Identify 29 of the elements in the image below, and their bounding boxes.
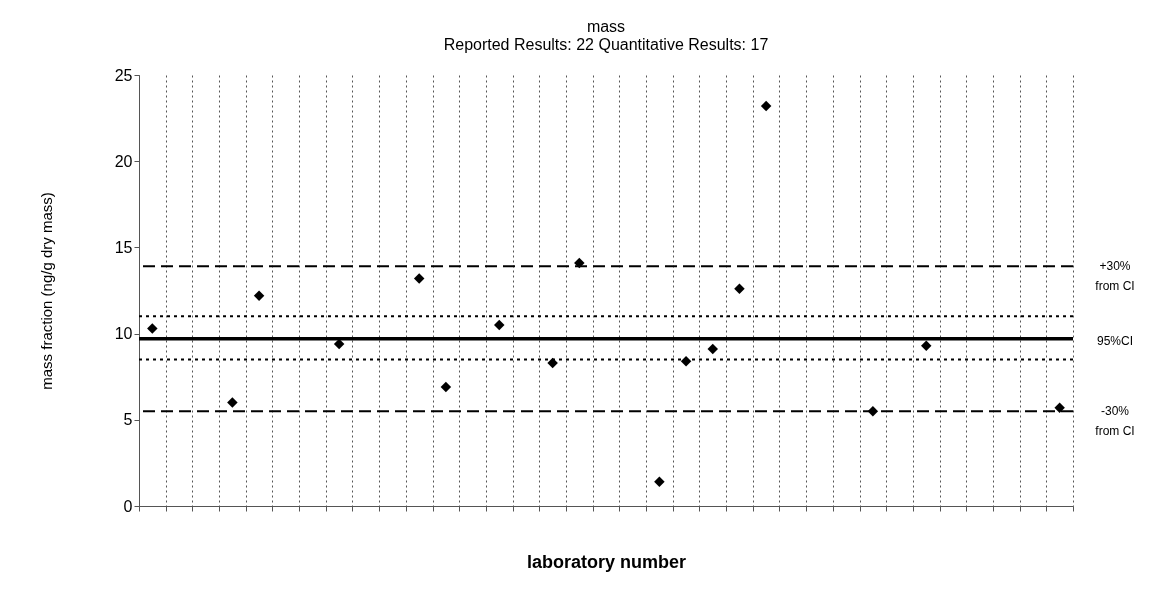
point <box>760 100 772 112</box>
point <box>147 323 158 334</box>
point <box>654 476 665 488</box>
point <box>1054 402 1065 413</box>
point <box>547 357 558 369</box>
y-tick-label: 10 <box>114 325 133 343</box>
y-tick-label: 15 <box>114 238 133 256</box>
point <box>707 343 718 355</box>
y-tick-label: 5 <box>123 411 133 429</box>
point <box>920 340 932 351</box>
point <box>680 355 692 367</box>
point <box>440 381 452 393</box>
point <box>413 273 425 284</box>
x-axis-title: laboratory number <box>526 551 687 572</box>
ref-line-label: -30% from CI <box>1095 404 1135 439</box>
y-tick-label: 25 <box>114 66 133 84</box>
y-tick-label: 0 <box>123 497 133 515</box>
y-axis-title: mass fraction (ng/g dry mass) <box>37 192 55 390</box>
point <box>227 397 238 408</box>
chart-title: mass <box>586 18 626 35</box>
point <box>253 290 265 301</box>
point <box>494 319 505 331</box>
y-tick-label: 20 <box>114 152 133 170</box>
point <box>734 283 745 295</box>
chart-subtitle: Reported Results: 22 Quantitative Results: 17 <box>443 36 769 53</box>
text: 95%CI <box>1096 334 1134 348</box>
point <box>574 257 585 269</box>
point <box>867 405 879 417</box>
ref-line-label: +30% from CI <box>1095 259 1135 294</box>
